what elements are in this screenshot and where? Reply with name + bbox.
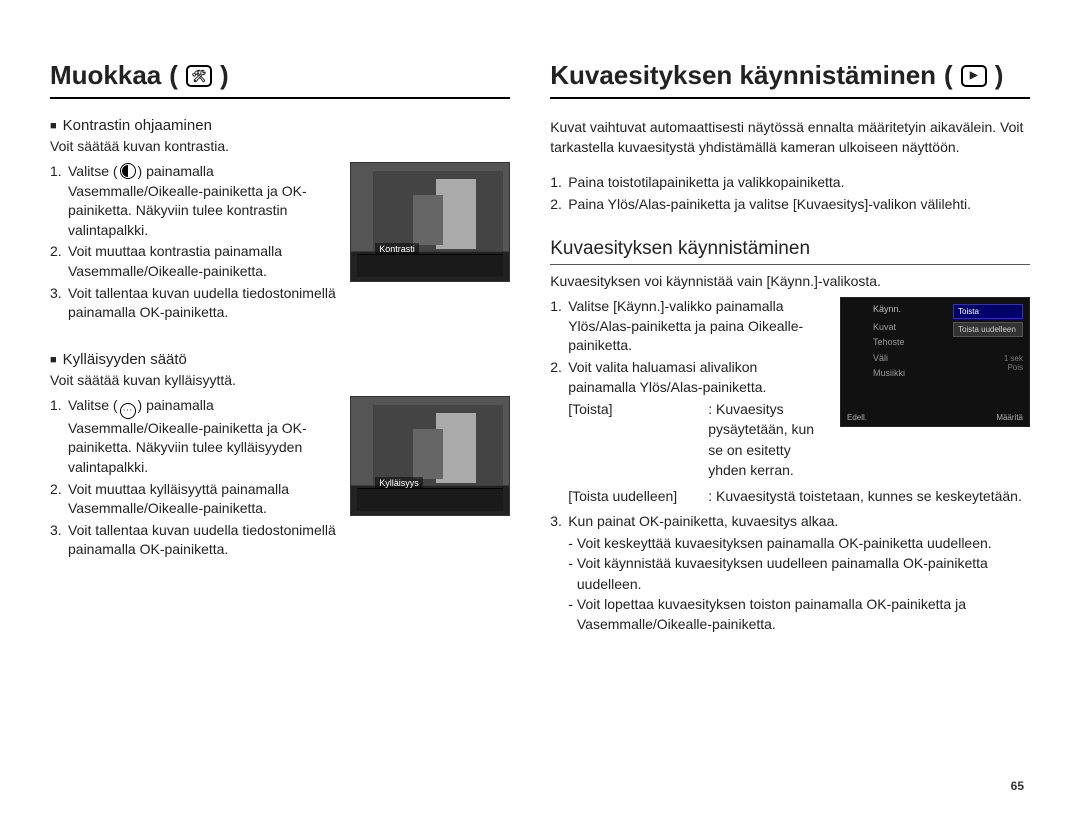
menu-options: Toista Toista uudelleen 1 sek Pois — [953, 304, 1023, 372]
start-step-3: Kun painat OK-painiketta, kuvaesitys alk… — [568, 511, 1030, 531]
menu-opt-toista: Toista — [953, 304, 1023, 319]
contrast-subhead: Kontrastin ohjaaminen — [50, 117, 510, 134]
heading-muokkaa-text: Muokkaa — [50, 60, 161, 91]
menu-screenshot: Käynn. Kuvat Tehoste Väli Musiikki Toist… — [840, 297, 1030, 427]
saturation-icon — [120, 403, 136, 419]
dash-3: Voit lopettaa kuvaesityksen toiston pain… — [577, 594, 1030, 635]
start-step-2: Voit valita haluamasi alivalikon painama… — [568, 358, 826, 397]
contrast-step-2: Voit muuttaa kontrastia painamalla Vasem… — [68, 242, 336, 281]
def-toista-uud-val: : Kuvaesitystä toistetaan, kunnes se kes… — [708, 486, 1030, 506]
def-toista-uud-key: [Toista uudelleen] — [568, 486, 708, 506]
heading-slideshow-text: Kuvaesityksen käynnistäminen — [550, 60, 936, 91]
edit-icon — [186, 65, 212, 87]
def-toista-val: : Kuvaesitys pysäytetään, kun se on esit… — [708, 399, 826, 480]
menu-title: Käynn. — [873, 304, 901, 314]
saturation-screenshot: Kylläisyys Edell. Siirrä — [350, 396, 510, 516]
slideshow-intro: Kuvat vaihtuvat automaattisesti näytössä… — [550, 117, 1030, 158]
heading-slideshow: Kuvaesityksen käynnistäminen ( ) — [550, 60, 1030, 99]
def-toista-uud: [Toista uudelleen] : Kuvaesitystä toiste… — [568, 486, 1030, 506]
contrast-step-3: Voit tallentaa kuvan uudella tiedostonim… — [68, 284, 336, 323]
contrast-screenshot: Kontrasti Edell. Siirrä — [350, 162, 510, 282]
contrast-screen-footer-r: Siirrä — [483, 266, 502, 275]
saturation-step-2: Voit muuttaa kylläisyyttä painamalla Vas… — [68, 480, 336, 519]
paren-open: ( — [169, 60, 178, 91]
start-step-1: Valitse [Käynn.]-valikko painamalla Ylös… — [568, 297, 826, 356]
saturation-screen-footer-r: Siirrä — [483, 500, 502, 509]
saturation-subhead: Kylläisyyden säätö — [50, 351, 510, 368]
menu-footer-left: Edell. — [847, 413, 867, 422]
contrast-lead: Voit säätää kuvan kontrastia. — [50, 138, 510, 154]
dash-1: Voit keskeyttää kuvaesityksen painamalla… — [577, 533, 992, 553]
saturation-lead: Voit säätää kuvan kylläisyyttä. — [50, 372, 510, 388]
slideshow-presteps: 1.Paina toistotilapainiketta ja valikkop… — [550, 172, 1030, 215]
slideshow-icon — [961, 65, 987, 87]
left-column: Muokkaa ( ) Kontrastin ohjaaminen Voit s… — [50, 60, 510, 634]
saturation-section: Kylläisyyden säätö Voit säätää kuvan kyl… — [50, 351, 510, 562]
heading-muokkaa: Muokkaa ( ) — [50, 60, 510, 99]
contrast-icon — [120, 163, 136, 179]
right-column: Kuvaesityksen käynnistäminen ( ) Kuvat v… — [550, 60, 1030, 634]
saturation-steps: 1.Valitse () painamalla Vasemmalle/Oikea… — [50, 396, 336, 562]
prestep-1: Paina toistotilapainiketta ja valikkopai… — [568, 172, 1030, 192]
def-toista-key: [Toista] — [568, 399, 708, 480]
contrast-screen-footer-l: Edell. — [359, 266, 379, 275]
start-steps: 1.Valitse [Käynn.]-valikko painamalla Yl… — [550, 297, 826, 480]
dash-list: Voit keskeyttää kuvaesityksen painamalla… — [568, 533, 1030, 634]
dash-2: Voit käynnistää kuvaesityksen uudelleen … — [577, 553, 1030, 594]
slideshow-sublead: Kuvaesityksen voi käynnistää vain [Käynn… — [550, 273, 1030, 289]
saturation-screen-footer-l: Edell. — [359, 500, 379, 509]
menu-opt-toista-uud: Toista uudelleen — [953, 322, 1023, 337]
menu-footer-right: Määritä — [996, 413, 1023, 422]
contrast-steps: 1.Valitse () painamalla Vasemmalle/Oikea… — [50, 162, 336, 325]
prestep-2: Paina Ylös/Alas-painiketta ja valitse [K… — [568, 194, 1030, 214]
saturation-step-3: Voit tallentaa kuvan uudella tiedostonim… — [68, 521, 336, 560]
def-toista: [Toista] : Kuvaesitys pysäytetään, kun s… — [568, 399, 826, 480]
slideshow-subheading: Kuvaesityksen käynnistäminen — [550, 238, 1030, 265]
menu-items: Kuvat Tehoste Väli Musiikki — [873, 320, 905, 381]
contrast-section: Kontrastin ohjaaminen Voit säätää kuvan … — [50, 117, 510, 325]
contrast-screen-label: Kontrasti — [375, 243, 419, 255]
page-number: 65 — [1011, 779, 1024, 793]
paren-close: ) — [220, 60, 229, 91]
saturation-screen-label: Kylläisyys — [375, 477, 423, 489]
